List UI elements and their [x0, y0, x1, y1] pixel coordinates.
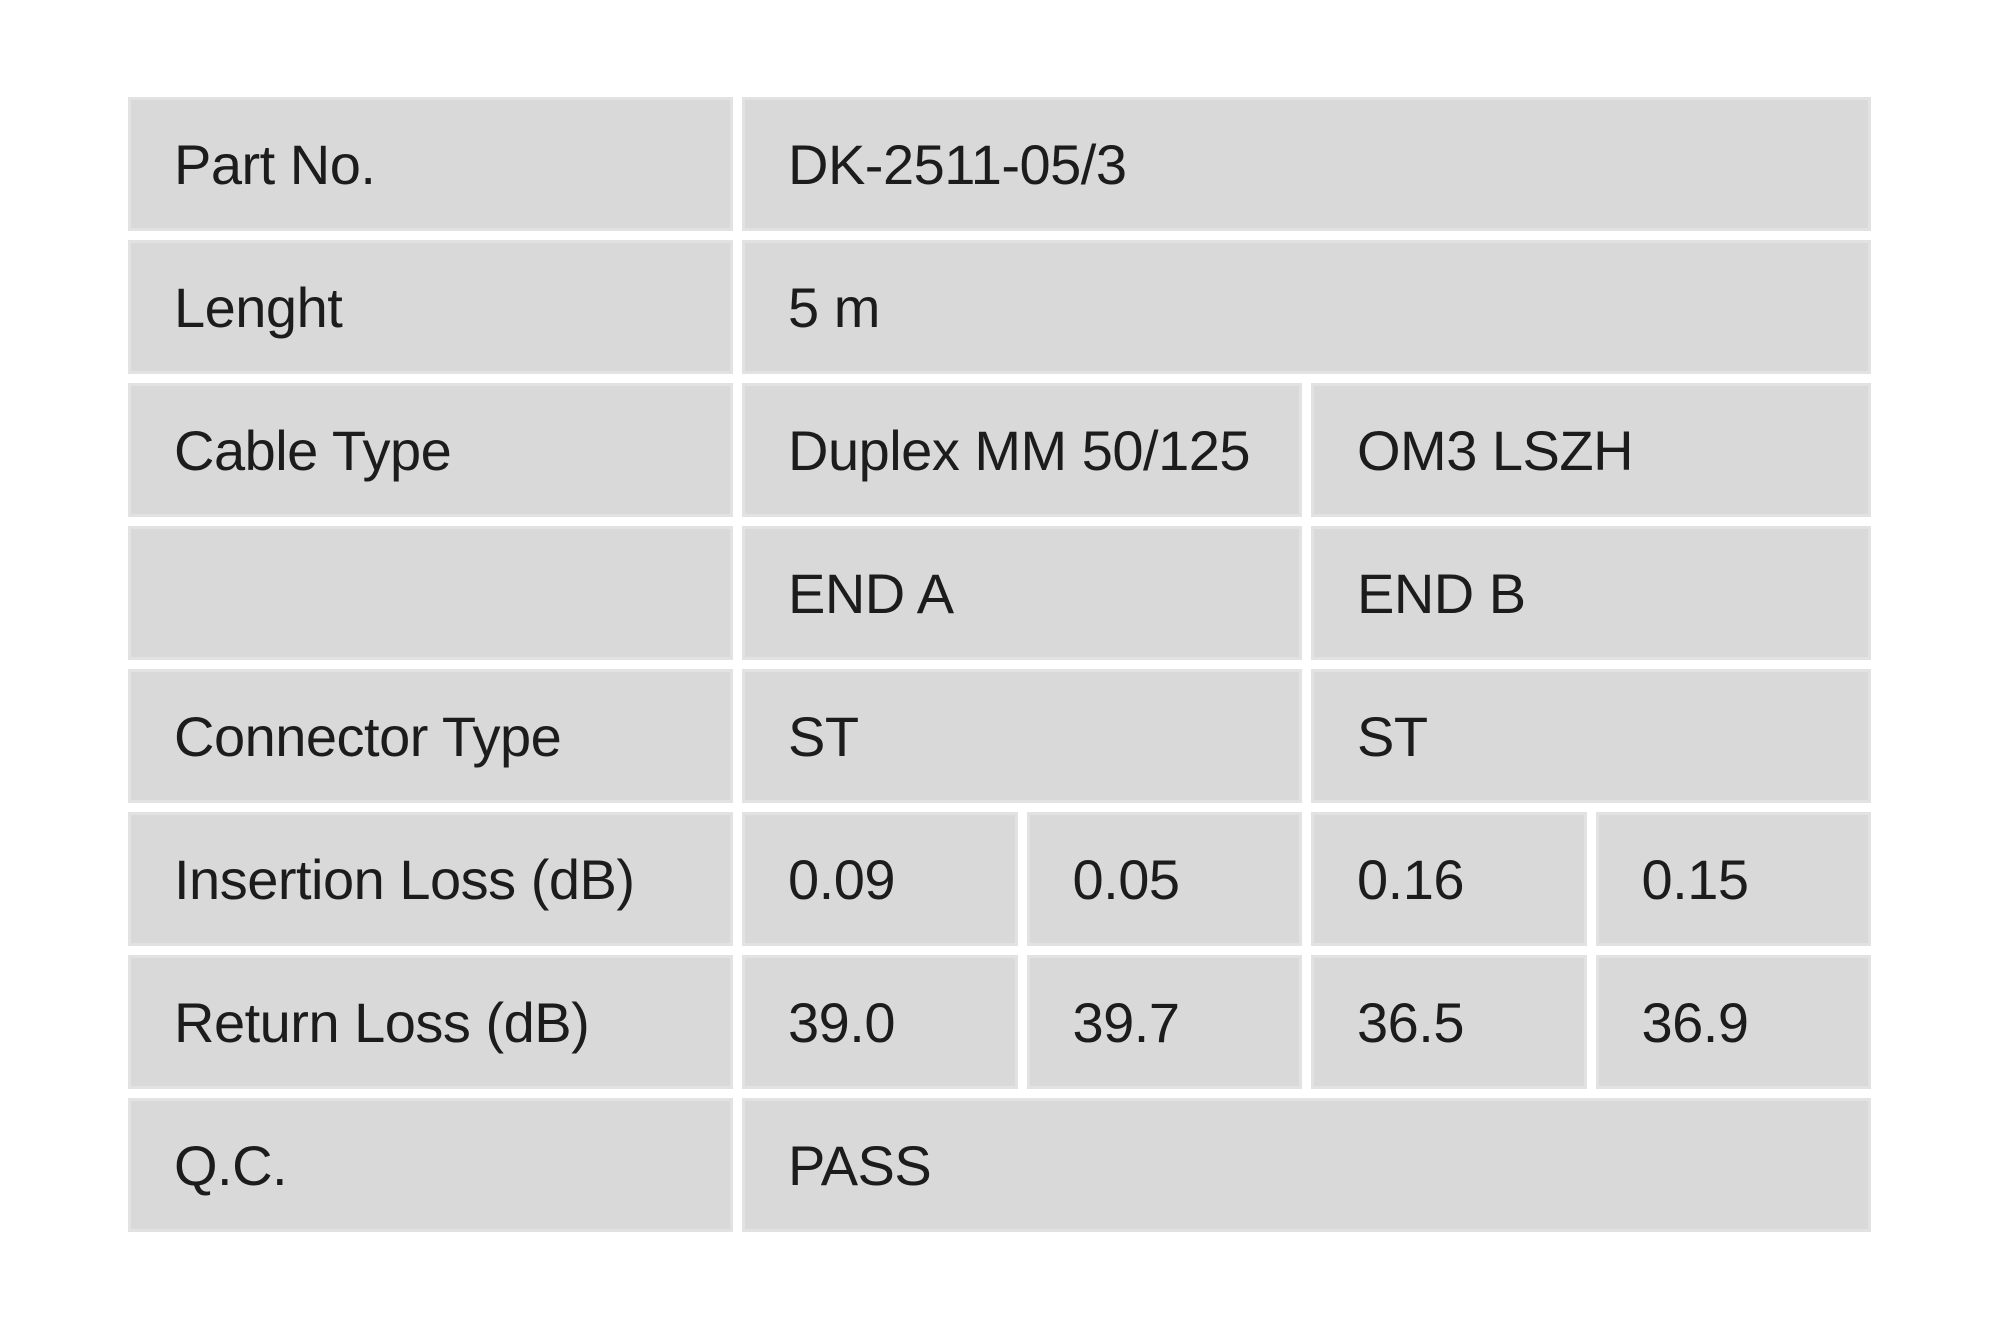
row-label-insertion-loss: Insertion Loss (dB): [128, 812, 733, 946]
value-cell-connector-type-1: ST: [1311, 669, 1871, 803]
value-cell-cable-type-1: OM3 LSZH: [1311, 383, 1871, 517]
value-cell-end-header-0: END A: [742, 526, 1302, 660]
value-cell-part-no-0: DK-2511-05/3: [742, 97, 1871, 231]
row-label-connector-type: Connector Type: [128, 669, 733, 803]
value-cell-insertion-loss-3: 0.15: [1595, 812, 1871, 946]
value-cell-qc-0: PASS: [742, 1098, 1871, 1232]
value-cell-return-loss-0: 39.0: [742, 955, 1018, 1089]
value-cell-length-0: 5 m: [742, 240, 1871, 374]
row-label-end-header: [128, 526, 733, 660]
row-label-length: Lenght: [128, 240, 733, 374]
value-cell-end-header-1: END B: [1311, 526, 1871, 660]
row-label-return-loss: Return Loss (dB): [128, 955, 733, 1089]
value-cell-return-loss-3: 36.9: [1595, 955, 1871, 1089]
value-cell-insertion-loss-2: 0.16: [1311, 812, 1587, 946]
value-cell-connector-type-0: ST: [742, 669, 1302, 803]
row-label-cable-type: Cable Type: [128, 383, 733, 517]
value-cell-return-loss-2: 36.5: [1311, 955, 1587, 1089]
spec-table: Part No. DK-2511-05/3 Lenght 5 m Cable Type D…: [128, 97, 1871, 1232]
row-label-qc: Q.C.: [128, 1098, 733, 1232]
value-cell-cable-type-0: Duplex MM 50/125: [742, 383, 1302, 517]
row-label-part-no: Part No.: [128, 97, 733, 231]
value-cell-insertion-loss-0: 0.09: [742, 812, 1018, 946]
value-cell-return-loss-1: 39.7: [1026, 955, 1302, 1089]
value-cell-insertion-loss-1: 0.05: [1026, 812, 1302, 946]
